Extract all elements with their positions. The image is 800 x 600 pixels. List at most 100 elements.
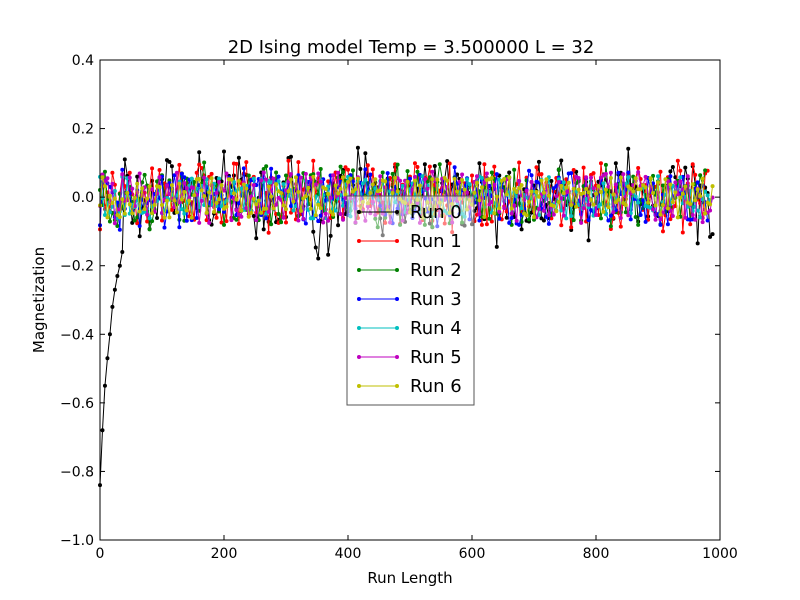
data-point (598, 161, 603, 166)
data-point (132, 195, 137, 200)
data-point (370, 182, 375, 187)
data-point (137, 171, 142, 176)
y-tick-label: −0.4 (60, 327, 94, 343)
data-point (683, 215, 688, 220)
data-point (489, 175, 494, 180)
data-point (303, 221, 308, 226)
data-point (120, 197, 125, 202)
data-point (217, 197, 222, 202)
legend-marker (395, 268, 399, 272)
data-point (368, 172, 373, 177)
data-point (390, 171, 395, 176)
data-point (145, 212, 150, 217)
data-point (105, 215, 110, 220)
data-point (678, 179, 683, 184)
data-point (641, 198, 646, 203)
data-point (167, 178, 172, 183)
data-point (251, 183, 256, 188)
data-point (643, 219, 648, 224)
data-point (338, 164, 343, 169)
y-tick-label: 0.2 (72, 122, 94, 138)
data-point (618, 175, 623, 180)
data-point (564, 216, 569, 221)
data-point (477, 218, 482, 223)
data-point (102, 169, 107, 174)
data-point (169, 183, 174, 188)
data-point (135, 215, 140, 220)
data-point (246, 173, 251, 178)
data-point (569, 203, 574, 208)
data-point (465, 190, 470, 195)
data-point (284, 207, 288, 212)
data-point (584, 196, 589, 201)
data-point (626, 146, 631, 151)
data-point (333, 183, 338, 188)
data-point (155, 216, 160, 221)
data-point (117, 263, 122, 268)
data-point (162, 225, 167, 230)
data-point (479, 175, 484, 180)
data-point (284, 173, 288, 178)
data-point (316, 171, 321, 176)
x-tick-label: 0 (96, 546, 105, 562)
data-point (584, 186, 589, 191)
data-point (519, 206, 524, 211)
data-point (561, 191, 566, 196)
legend-marker (395, 384, 399, 388)
data-point (264, 216, 269, 221)
data-point (264, 177, 269, 182)
data-point (626, 213, 631, 218)
data-point (222, 222, 226, 227)
data-point (370, 167, 375, 172)
data-point (445, 178, 450, 183)
data-point (150, 166, 155, 171)
data-point (549, 179, 554, 184)
data-point (236, 155, 241, 160)
data-point (219, 204, 224, 209)
data-point (224, 204, 229, 209)
data-point (524, 188, 529, 193)
legend-item: Run 2 (357, 260, 462, 281)
data-point (102, 184, 107, 189)
data-point (172, 198, 177, 203)
data-point (683, 165, 688, 170)
data-point (670, 200, 675, 205)
data-point (465, 177, 470, 182)
data-point (224, 219, 229, 224)
data-point (698, 194, 703, 199)
data-point (276, 174, 281, 179)
data-point (603, 162, 608, 167)
data-point (417, 183, 422, 188)
legend-label: Run 0 (410, 202, 462, 223)
data-point (422, 177, 427, 182)
data-point (653, 217, 658, 222)
data-point (472, 190, 477, 195)
data-point (202, 160, 207, 165)
data-point (482, 162, 487, 167)
legend-label: Run 3 (410, 289, 462, 310)
data-point (559, 158, 564, 163)
data-point (628, 217, 633, 222)
legend-item: Run 1 (357, 231, 462, 252)
data-point (293, 175, 298, 180)
legend-marker (357, 239, 361, 243)
legend-marker (395, 326, 399, 330)
data-point (412, 178, 417, 183)
data-point (509, 206, 514, 211)
data-point (150, 219, 155, 224)
data-point (579, 220, 584, 225)
legend-box (346, 195, 475, 406)
data-point (177, 200, 182, 205)
data-point (373, 177, 378, 182)
data-point (286, 158, 291, 163)
data-point (514, 190, 519, 194)
data-point (100, 175, 105, 180)
data-point (217, 207, 222, 212)
data-point (398, 178, 403, 183)
data-point (591, 186, 596, 191)
data-point (219, 183, 224, 188)
data-point (380, 170, 385, 175)
legend-label: Run 2 (410, 260, 462, 281)
data-point (355, 145, 360, 150)
data-point (467, 182, 472, 187)
